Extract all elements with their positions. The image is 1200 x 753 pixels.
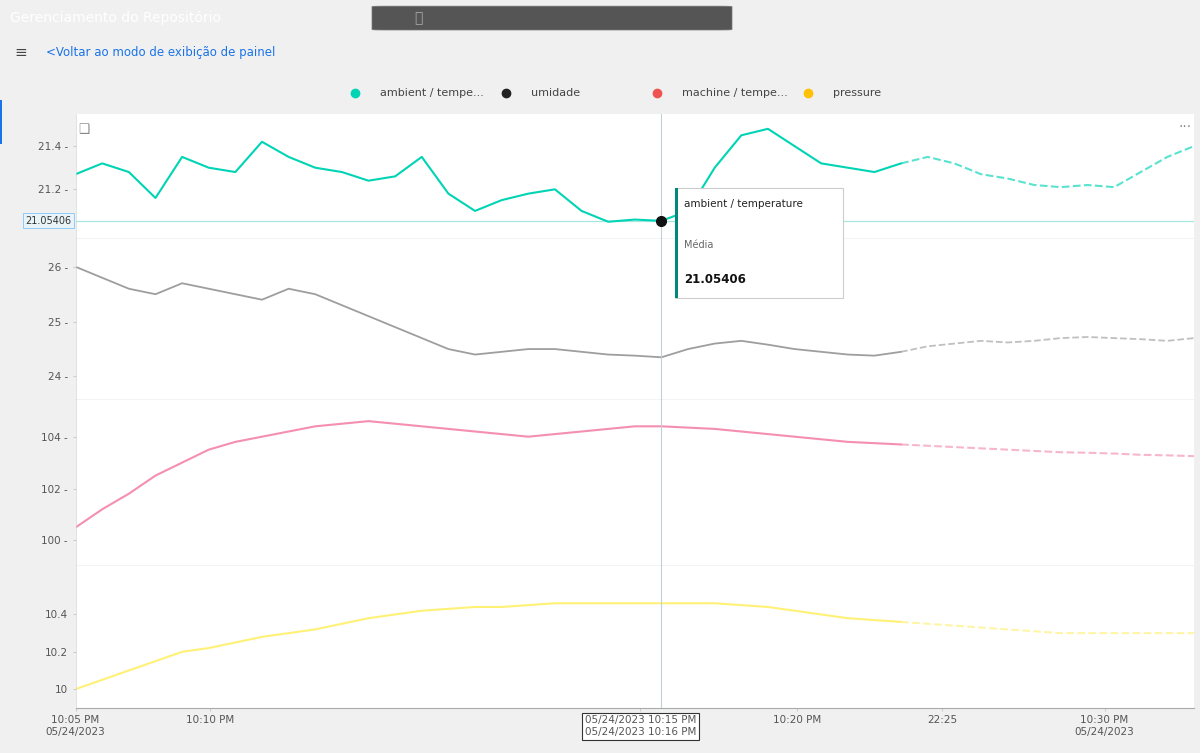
Text: machine / tempe...: machine / tempe... <box>682 88 787 98</box>
Text: ≡: ≡ <box>14 45 28 60</box>
FancyBboxPatch shape <box>372 6 732 30</box>
Text: Gerenciamento do Repositório: Gerenciamento do Repositório <box>10 11 221 26</box>
Text: ambient / temperature: ambient / temperature <box>684 199 803 209</box>
Text: ···: ··· <box>1178 120 1192 133</box>
Text: <Voltar ao modo de exibição de painel: <Voltar ao modo de exibição de painel <box>46 46 275 59</box>
Text: ambient / tempe...: ambient / tempe... <box>380 88 484 98</box>
Bar <box>0 99 2 144</box>
Text: 21.05406: 21.05406 <box>25 216 72 226</box>
Text: umidade: umidade <box>530 88 580 98</box>
Text: ⌕: ⌕ <box>414 11 422 25</box>
Text: ❑: ❑ <box>78 123 89 136</box>
Bar <box>674 188 678 298</box>
Text: pressure: pressure <box>833 88 881 98</box>
FancyBboxPatch shape <box>674 188 842 298</box>
Text: Média: Média <box>684 240 713 250</box>
Text: 21.05406: 21.05406 <box>684 273 745 286</box>
